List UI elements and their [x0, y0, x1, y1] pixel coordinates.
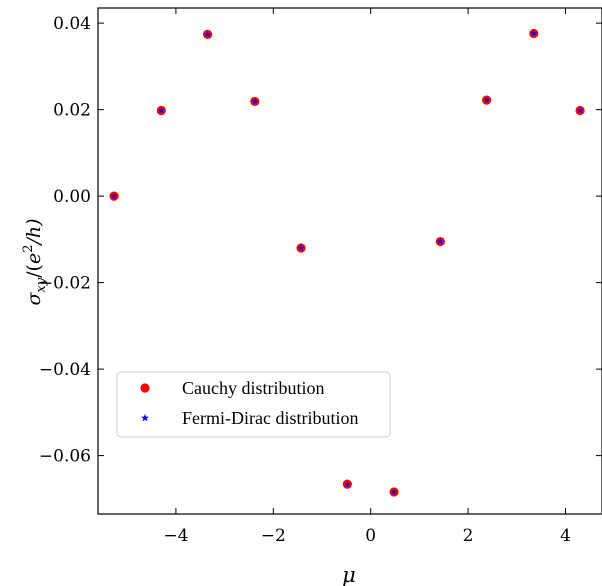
x-tick-label: 4: [560, 526, 571, 546]
fermi-dirac-point: [297, 244, 305, 251]
y-label-e: e: [23, 253, 45, 264]
legend-marker-fermi-dirac: [141, 413, 149, 422]
x-axis-label: μ: [342, 563, 356, 586]
x-tick-label: 2: [463, 526, 474, 546]
y-tick-label: −0.02: [39, 274, 91, 294]
fermi-dirac-point: [251, 97, 259, 105]
fermi-dirac-point: [204, 30, 211, 38]
y-tick-label: 0.02: [53, 101, 91, 121]
legend: Cauchy distribution Fermi-Dirac distribut…: [116, 371, 391, 438]
y-axis-label: σxy/(e2/h): [21, 218, 49, 305]
y-label-sup: 2: [21, 245, 36, 253]
y-tick-label: −0.06: [39, 447, 91, 467]
y-label-close: /h): [23, 218, 45, 246]
legend-label: Fermi-Dirac distribution: [182, 408, 358, 428]
y-label-open: /(: [23, 264, 45, 278]
legend-box: [116, 371, 391, 438]
fermi-dirac-point: [530, 29, 538, 37]
y-label-sub: xy: [34, 277, 49, 292]
y-tick-label: −0.04: [39, 360, 91, 380]
x-tick-label: −2: [261, 526, 286, 546]
y-tick-label: 0.00: [53, 187, 91, 207]
legend-marker-cauchy: [140, 383, 150, 393]
x-tick-label: −4: [163, 526, 188, 546]
y-label-sigma: σ: [23, 292, 45, 306]
y-tick-label: 0.04: [53, 14, 91, 34]
fermi-dirac-point: [390, 488, 398, 495]
fermi-dirac-point: [343, 480, 351, 488]
svg-text:σxy/(e2/h): σxy/(e2/h): [21, 218, 49, 305]
fermi-dirac-point: [157, 106, 165, 114]
fermi-dirac-point: [483, 96, 491, 104]
fermi-dirac-point: [436, 237, 444, 245]
fermi-dirac-point: [110, 192, 118, 200]
legend-label: Cauchy distribution: [182, 378, 325, 398]
fermi-dirac-point: [576, 106, 584, 114]
plot-frame: [97, 7, 602, 515]
x-tick-label: 0: [365, 526, 376, 546]
